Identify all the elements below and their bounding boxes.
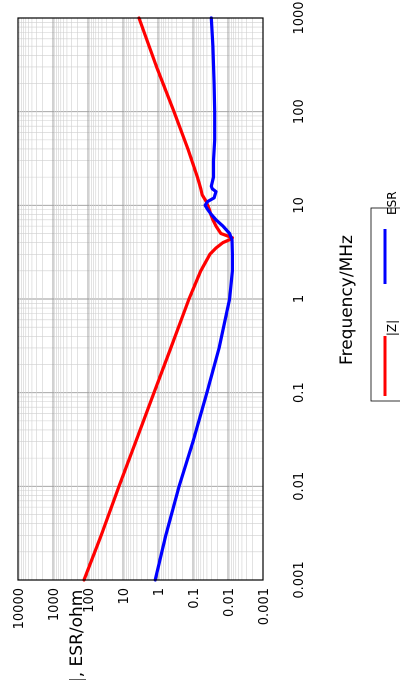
- x-tick-label: 100: [292, 99, 307, 124]
- y-tick-labels: 10000 1000 100 10 1 0.1 0.01 0.001: [12, 588, 272, 629]
- legend-label-z: |Z|: [385, 320, 399, 336]
- y-axis-title: |Z|, ESR/ohm: [67, 590, 87, 680]
- y-tick-label: 0.01: [222, 588, 237, 617]
- x-tick-label: 0.001: [292, 561, 307, 598]
- y-tick-label: 0.001: [257, 588, 272, 625]
- legend-label-esr: ESR: [385, 191, 399, 215]
- y-tick-label: 0.1: [187, 588, 202, 609]
- x-tick-label: 1: [292, 295, 307, 303]
- x-axis-title: Frequency/MHz: [337, 235, 357, 365]
- grid: [18, 18, 264, 581]
- y-tick-label: 1000: [47, 588, 62, 621]
- series-layer: [82, 16, 234, 582]
- y-tick-label: 10000: [12, 588, 27, 629]
- x-tick-label: 0.01: [292, 472, 307, 501]
- plot-frame: [17, 17, 264, 581]
- x-tick-label: 10: [292, 197, 307, 214]
- series-line-z: [82, 16, 234, 582]
- x-tick-label: 1000: [292, 1, 307, 34]
- y-tick-label: 100: [82, 588, 97, 613]
- x-tick-label: 0.1: [292, 382, 307, 403]
- legend: |Z| ESR: [370, 191, 400, 402]
- x-tick-labels: 0.001 0.01 0.1 1 10 100 1000: [292, 1, 307, 598]
- y-tick-label: 10: [117, 588, 132, 605]
- y-tick-label: 1: [152, 588, 167, 596]
- series-line-esr: [153, 16, 234, 582]
